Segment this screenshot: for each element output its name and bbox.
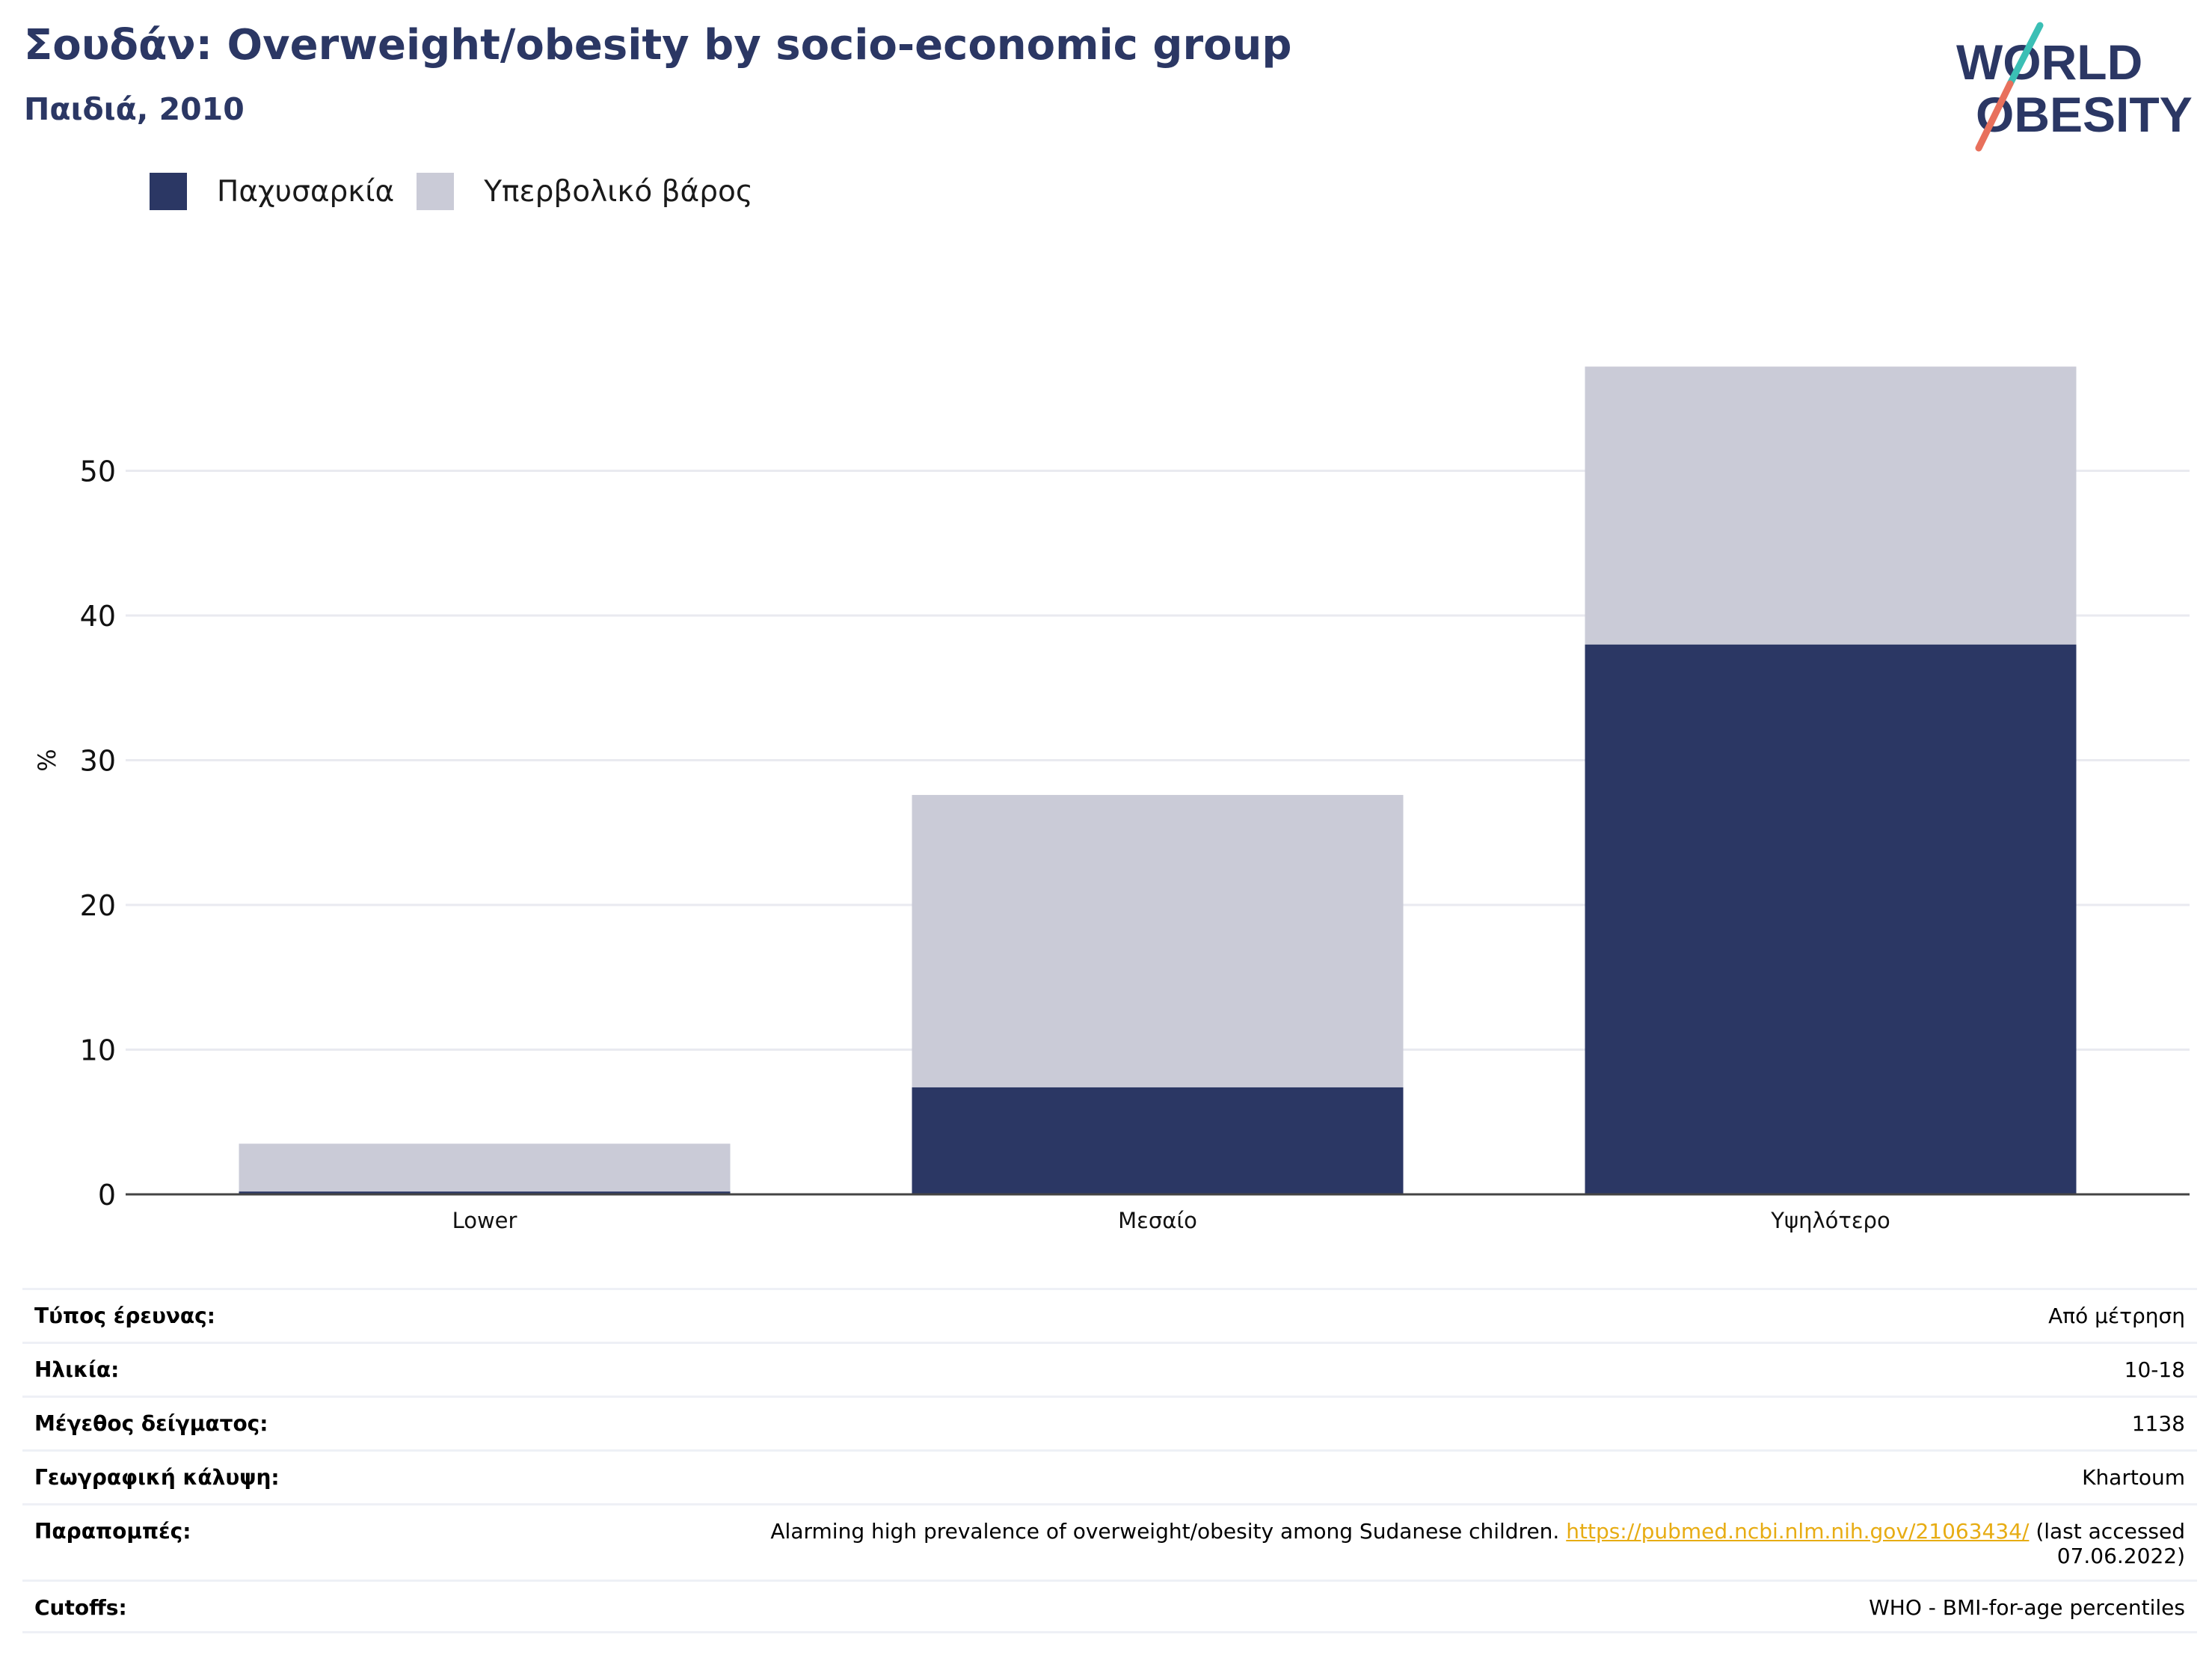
page-title: Σουδάν: Overweight/obesity by socio-econ… (24, 21, 1292, 70)
bar-obesity (912, 1087, 1404, 1194)
reference-link[interactable]: https://pubmed.ncbi.nlm.nih.gov/21063434… (1566, 1519, 2030, 1544)
page-subtitle: Παιδιά, 2010 (24, 91, 245, 127)
info-row-cutoffs: Cutoffs: WHO - BMI-for-age percentiles (22, 1580, 2197, 1633)
y-tick-label: 30 (80, 745, 116, 778)
info-row-references: Παραπομπές: Alarming high prevalence of … (22, 1503, 2197, 1580)
legend-label-overweight: Υπερβολικό βάρος (484, 174, 753, 209)
info-label: Τύπος έρευνας: (34, 1304, 215, 1328)
svg-text:WORLD: WORLD (1956, 34, 2142, 90)
x-tick-label: Υψηλότερο (1770, 1208, 1890, 1233)
reference-text: Alarming high prevalence of overweight/o… (770, 1519, 1560, 1544)
chart-legend: Παχυσαρκία Υπερβολικό βάρος (150, 171, 775, 212)
info-value: Khartoum (2082, 1465, 2185, 1490)
bar-overweight (239, 1143, 731, 1192)
legend-swatch-overweight (417, 173, 455, 210)
y-tick-label: 0 (98, 1179, 116, 1212)
info-row-coverage: Γεωγραφική κάλυψη: Khartoum (22, 1449, 2197, 1503)
references-value: Alarming high prevalence of overweight/o… (770, 1519, 2185, 1568)
info-value: 1138 (2131, 1411, 2185, 1436)
info-row-age: Ηλικία: 10-18 (22, 1342, 2197, 1396)
x-tick-label: Μεσαίο (1118, 1208, 1197, 1233)
info-row-survey-type: Τύπος έρευνας: Από μέτρηση (22, 1288, 2197, 1342)
bar-obesity (239, 1191, 731, 1194)
legend-swatch-obesity (150, 173, 187, 210)
bar-obesity (1585, 644, 2077, 1194)
bar-overweight (912, 794, 1404, 1087)
info-label: Γεωγραφική κάλυψη: (34, 1465, 280, 1490)
y-tick-label: 20 (80, 889, 116, 922)
y-tick-label: 10 (80, 1034, 116, 1067)
info-value: Από μέτρηση (2048, 1304, 2185, 1328)
info-label: Cutoffs: (34, 1595, 127, 1620)
reference-suffix: (last accessed (2036, 1519, 2185, 1544)
info-label: Παραπομπές: (34, 1519, 191, 1544)
bar-chart: 0 10 20 30 40 50% Lower Μεσαίο Υψηλότερο (33, 366, 2190, 1233)
y-tick-label: 40 (80, 600, 116, 633)
info-label: Ηλικία: (34, 1357, 120, 1382)
survey-info-table: Τύπος έρευνας: Από μέτρηση Ηλικία: 10-18… (22, 1288, 2197, 1633)
reference-date: 07.06.2022) (2056, 1544, 2185, 1568)
x-tick-label: Lower (452, 1208, 517, 1233)
info-label: Μέγεθος δείγματος: (34, 1411, 268, 1436)
legend-item-overweight[interactable]: Υπερβολικό βάρος (417, 173, 753, 210)
info-value: 10-18 (2124, 1357, 2185, 1382)
legend-label-obesity: Παχυσαρκία (217, 174, 395, 209)
y-axis-label: % (33, 749, 61, 771)
bar-overweight (1585, 366, 2077, 645)
world-obesity-logo: WORLD OBESITY (1956, 22, 2193, 152)
info-row-sample-size: Μέγεθος δείγματος: 1138 (22, 1396, 2197, 1449)
y-tick-label: 50 (80, 455, 116, 488)
svg-text:OBESITY: OBESITY (1976, 87, 2193, 142)
info-value: WHO - BMI-for-age percentiles (1869, 1595, 2185, 1620)
legend-item-obesity[interactable]: Παχυσαρκία (150, 173, 394, 210)
